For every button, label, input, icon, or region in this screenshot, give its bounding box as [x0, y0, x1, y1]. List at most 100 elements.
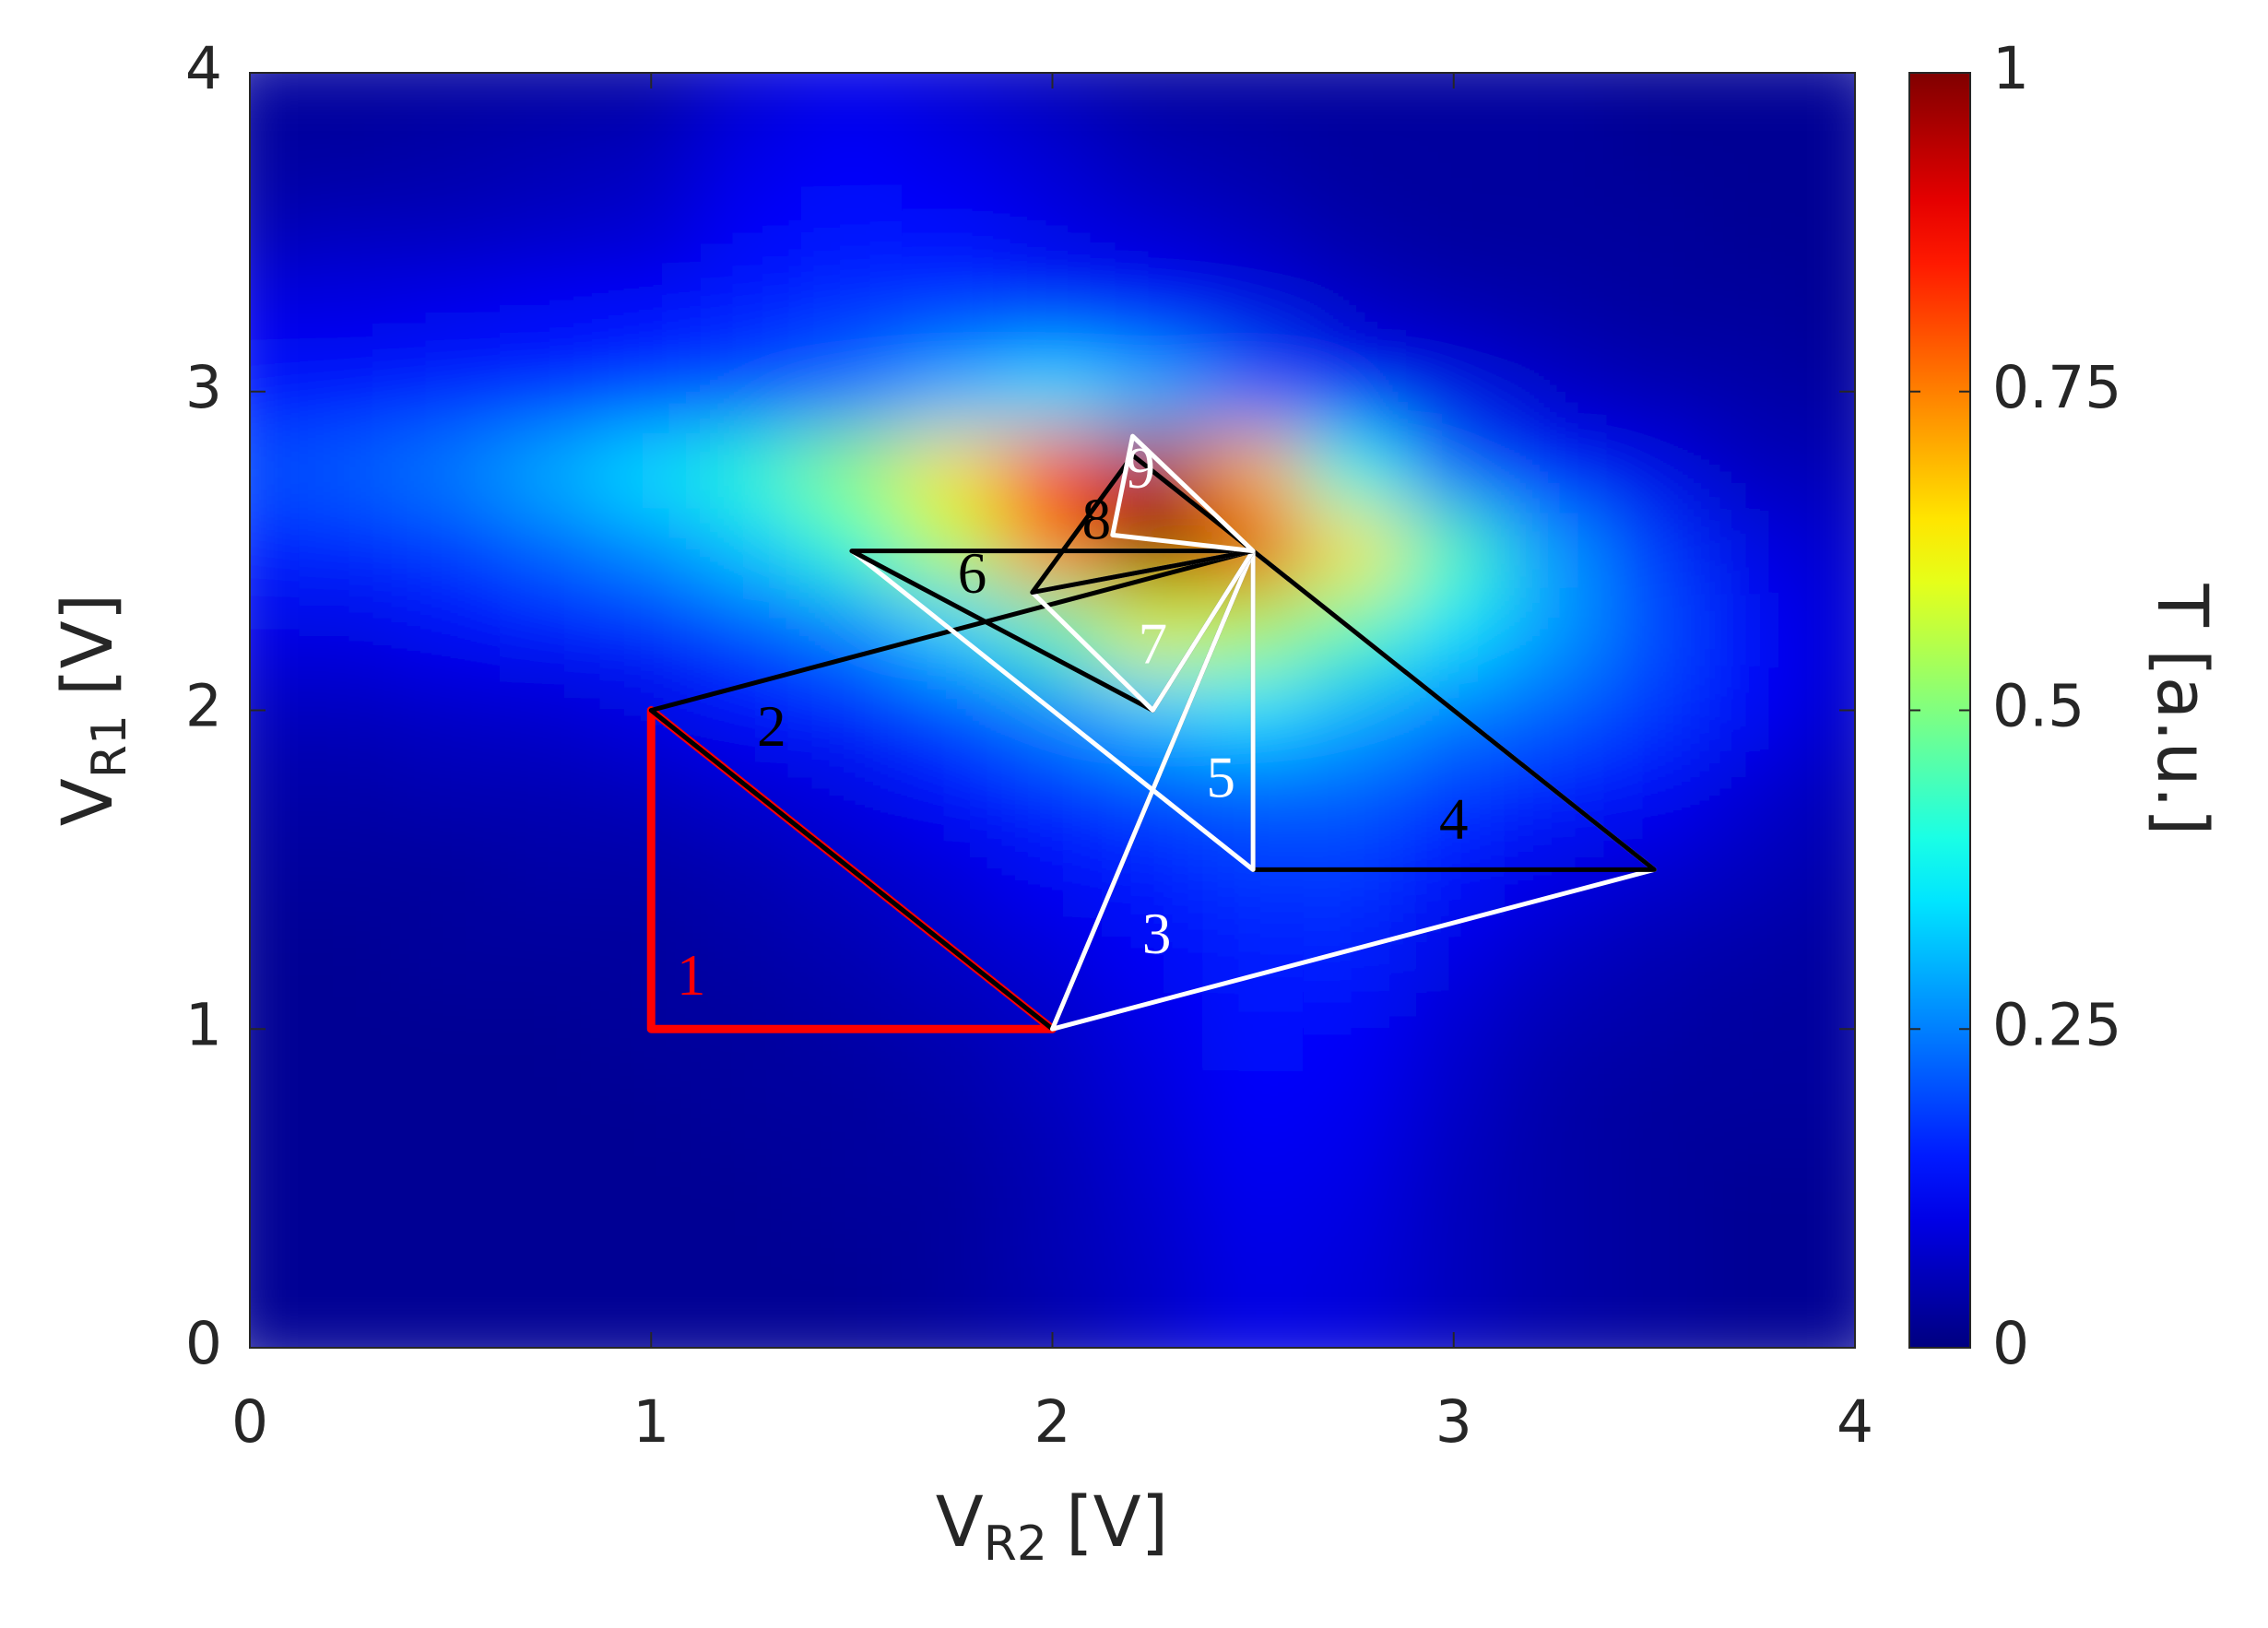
field-cell [1402, 1227, 1505, 1309]
field-cell [800, 1227, 903, 1309]
field-cell [1603, 669, 1706, 751]
field-cell [701, 431, 802, 512]
field-cell [701, 1227, 802, 1309]
field-cell [299, 112, 401, 194]
field-cell [1402, 510, 1505, 592]
field-cell [299, 829, 401, 911]
field-cell [1202, 1307, 1305, 1348]
field-cell [500, 112, 602, 194]
field-cell [901, 1227, 1003, 1309]
field-cell [901, 1148, 1003, 1229]
field-cell [800, 749, 903, 831]
field-cell [1102, 1227, 1204, 1309]
field-cell [1102, 192, 1204, 273]
field-cell [701, 73, 802, 113]
field-cell [399, 73, 502, 113]
field-cell [500, 271, 602, 353]
field-cell [1202, 192, 1305, 273]
field-cell [901, 1307, 1003, 1348]
field-cell [1402, 271, 1505, 353]
field-cell [1202, 1068, 1305, 1150]
field-cell [1303, 749, 1404, 831]
field-cell [1704, 1307, 1806, 1348]
field-cell [1402, 1148, 1505, 1229]
field-cell [901, 192, 1003, 273]
y-tick-label: 3 [185, 354, 222, 421]
field-cell [500, 1227, 602, 1309]
field-cell [1503, 351, 1605, 432]
field-cell [1503, 73, 1605, 113]
x-label-unit: [V] [1066, 1481, 1168, 1563]
colorbar-tick-label: 1 [1992, 35, 2029, 102]
field-cell [701, 1068, 802, 1150]
field-cell [901, 73, 1003, 113]
field-cell [1102, 1148, 1204, 1229]
field-cell [500, 988, 602, 1069]
field-cell [1303, 1148, 1404, 1229]
field-cell [1402, 351, 1505, 432]
field-cell [250, 1227, 301, 1309]
field-cell [1603, 988, 1706, 1069]
field-cell [901, 1068, 1003, 1150]
field-cell [800, 112, 903, 194]
field-cell [299, 590, 401, 671]
field-cell [299, 431, 401, 512]
field-cell [500, 1148, 602, 1229]
field-cell [1704, 988, 1806, 1069]
y-tick-label: 1 [185, 991, 222, 1058]
field-cell [1704, 829, 1806, 911]
field-cell [1001, 271, 1104, 353]
field-cell [800, 669, 903, 751]
x-tick-label: 3 [1435, 1388, 1472, 1456]
field-cell [399, 590, 502, 671]
field-cell [1503, 112, 1605, 194]
field-cell [1704, 590, 1806, 671]
y-tick-label: 4 [185, 35, 222, 102]
simplex-label: 4 [1439, 786, 1469, 851]
field-cell [1402, 112, 1505, 194]
x-label-main: V [936, 1481, 984, 1563]
field-cell [1402, 431, 1505, 512]
field-cell [500, 909, 602, 990]
field-cell [701, 829, 802, 911]
field-cell [500, 1307, 602, 1348]
field-cell [250, 1148, 301, 1229]
field-cell [250, 590, 301, 671]
field-cell [1603, 749, 1706, 831]
simplex [1110, 433, 1256, 554]
y-axis-label: VR1 [V] [46, 594, 137, 827]
field-cell [701, 1148, 802, 1229]
field-cell [1001, 112, 1104, 194]
field-cell [1804, 1068, 1855, 1150]
field-cell [1704, 271, 1806, 353]
field-cell [1503, 271, 1605, 353]
y-label-main: V [46, 778, 128, 826]
field-cell [1603, 271, 1706, 353]
field-cell [1804, 1307, 1855, 1348]
field-cell [1202, 112, 1305, 194]
field-cell [1704, 1227, 1806, 1309]
field-cell [500, 669, 602, 751]
field-cell [1503, 1227, 1605, 1309]
field-cell [299, 351, 401, 432]
field-cell [800, 192, 903, 273]
field-cell [1001, 749, 1104, 831]
simplex-label: 5 [1207, 745, 1236, 809]
field-cell [701, 192, 802, 273]
field-cell [1303, 73, 1404, 113]
simplex-label: 8 [1082, 487, 1112, 551]
field-cell [600, 192, 703, 273]
field-cell [1303, 1068, 1404, 1150]
field-cell [901, 351, 1003, 432]
field-cell [901, 669, 1003, 751]
field-cell [500, 829, 602, 911]
field-cell [1704, 431, 1806, 512]
field-cell [299, 1307, 401, 1348]
field-cell [1503, 590, 1605, 671]
field-cell [1704, 909, 1806, 990]
field-cell [701, 510, 802, 592]
y-tick-label: 2 [185, 673, 222, 740]
field-cell [1303, 431, 1404, 512]
field-cell [1603, 1068, 1706, 1150]
